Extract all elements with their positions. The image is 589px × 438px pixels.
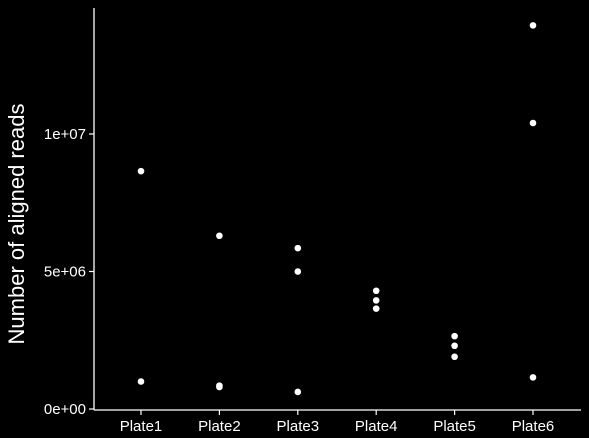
x-tick-label: Plate6 bbox=[512, 418, 555, 435]
data-point bbox=[451, 342, 458, 350]
x-tick-label: Plate2 bbox=[198, 418, 241, 435]
y-tick-label: 1e+07 bbox=[44, 126, 86, 143]
data-points bbox=[137, 22, 537, 396]
data-point bbox=[294, 244, 302, 252]
data-point bbox=[372, 297, 380, 304]
data-point bbox=[216, 383, 223, 391]
data-point bbox=[137, 167, 145, 175]
data-point bbox=[294, 268, 302, 275]
x-tick-label: Plate3 bbox=[277, 418, 320, 435]
y-axis-title: Number of aligned reads bbox=[4, 104, 29, 345]
data-point bbox=[529, 119, 537, 127]
data-point bbox=[529, 374, 537, 381]
x-tick-label: Plate1 bbox=[120, 418, 163, 435]
data-point bbox=[216, 232, 223, 240]
data-point bbox=[372, 305, 380, 312]
x-tick-label: Plate4 bbox=[355, 418, 398, 435]
y-axis-ticks: 0e+00 5e+06 1e+07 bbox=[44, 126, 94, 418]
y-tick-label: 5e+06 bbox=[44, 264, 86, 281]
y-tick-label: 0e+00 bbox=[44, 401, 86, 418]
x-tick-label: Plate5 bbox=[433, 418, 476, 435]
data-point bbox=[137, 378, 145, 385]
x-axis-ticks: Plate1 Plate2 Plate3 Plate4 Plate5 Plate6 bbox=[120, 410, 555, 435]
data-point bbox=[451, 332, 458, 340]
data-point bbox=[294, 388, 302, 396]
data-point bbox=[529, 22, 537, 29]
data-point bbox=[451, 353, 458, 361]
data-point bbox=[372, 287, 380, 295]
